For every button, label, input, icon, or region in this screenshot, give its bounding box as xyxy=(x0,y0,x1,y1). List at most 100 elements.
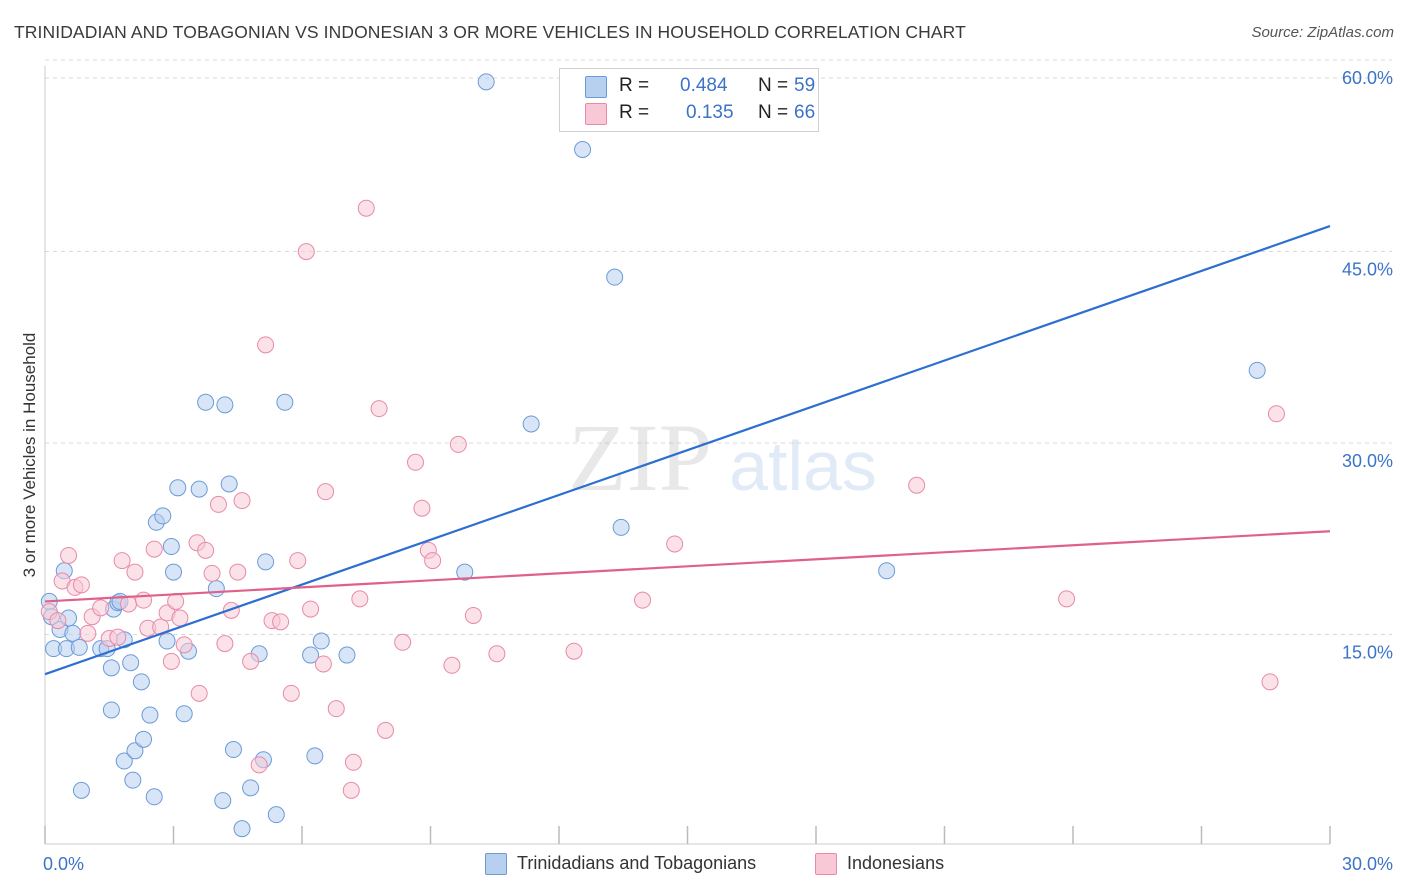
legend-n-value: 66 xyxy=(794,102,816,123)
data-point-pink xyxy=(92,599,110,617)
data-point-pink xyxy=(424,552,442,570)
data-point-pink xyxy=(229,563,247,581)
data-point-blue xyxy=(522,415,540,433)
data-point-pink xyxy=(242,652,260,670)
data-point-blue xyxy=(242,779,260,797)
trend-line-pink xyxy=(44,530,1331,603)
watermark-atlas: atlas xyxy=(729,427,877,505)
data-point-pink xyxy=(109,628,127,646)
data-point-pink xyxy=(394,633,412,651)
data-point-blue xyxy=(145,788,163,806)
data-point-pink xyxy=(126,563,144,581)
data-point-blue xyxy=(190,480,208,498)
watermark: ZIP atlas xyxy=(568,404,877,511)
grid-layer xyxy=(45,59,1392,635)
data-point-pink xyxy=(413,499,431,517)
legend-n-value: 59 xyxy=(794,75,816,96)
legend-n-label: N = xyxy=(758,102,789,123)
data-point-pink xyxy=(1267,405,1285,423)
data-point-blue xyxy=(220,475,238,493)
data-point-pink xyxy=(1261,673,1279,691)
data-point-pink xyxy=(666,535,684,553)
data-point-blue xyxy=(124,771,142,789)
data-point-pink xyxy=(49,612,67,630)
data-point-pink xyxy=(282,684,300,702)
data-point-blue xyxy=(574,140,592,158)
data-point-blue xyxy=(169,479,187,497)
tick-layer: 15.0% 30.0% 45.0% 60.0% 0.0% 30.0% xyxy=(43,68,1393,874)
data-point-blue xyxy=(267,806,285,824)
data-point-blue xyxy=(102,701,120,719)
y-tick-label: 30.0% xyxy=(1342,451,1393,471)
trend-line-blue xyxy=(44,225,1331,676)
data-point-pink xyxy=(79,624,97,642)
data-point-blue xyxy=(175,705,193,723)
data-point-pink xyxy=(162,652,180,670)
legend-swatch-pink xyxy=(585,103,607,125)
data-point-pink xyxy=(327,700,345,718)
data-point-blue xyxy=(122,654,140,672)
data-point-blue xyxy=(70,638,88,656)
data-point-pink xyxy=(908,476,926,494)
data-point-pink xyxy=(634,591,652,609)
data-point-pink xyxy=(443,656,461,674)
trend-layer xyxy=(44,225,1331,676)
data-point-blue xyxy=(477,73,495,91)
data-point-blue xyxy=(306,747,324,765)
data-point-pink xyxy=(289,552,307,570)
axis-layer xyxy=(44,66,1331,845)
data-point-pink xyxy=(250,756,268,774)
data-point-blue xyxy=(141,706,159,724)
legend-n-label: N = xyxy=(758,75,789,96)
bottom-legend-swatch-blue xyxy=(485,853,507,875)
data-point-pink xyxy=(351,590,369,608)
legend-r-label: R = xyxy=(619,75,650,96)
legend-r-value: 0.484 xyxy=(680,75,728,96)
data-point-blue xyxy=(197,393,215,411)
correlation-legend: R = 0.484 N = 59 R = 0.135 N = 66 xyxy=(559,68,819,132)
bottom-legend-label: Indonesians xyxy=(847,853,945,873)
data-point-pink xyxy=(135,591,153,609)
data-point-blue xyxy=(214,792,232,810)
legend-swatch-blue xyxy=(585,76,607,98)
data-point-pink xyxy=(377,721,395,739)
data-point-pink xyxy=(203,564,221,582)
data-point-blue xyxy=(878,562,896,580)
data-point-pink xyxy=(342,781,360,799)
y-tick-label: 60.0% xyxy=(1342,68,1393,88)
data-point-pink xyxy=(302,600,320,618)
data-point-blue xyxy=(162,538,180,556)
data-point-pink xyxy=(145,540,163,558)
data-point-pink xyxy=(1058,590,1076,608)
data-point-blue xyxy=(233,820,251,838)
legend-r-value: 0.135 xyxy=(686,102,734,123)
y-tick-label: 15.0% xyxy=(1342,643,1393,663)
legend-r-label: R = xyxy=(619,102,650,123)
data-point-blue xyxy=(456,563,474,581)
data-point-pink xyxy=(171,609,189,627)
data-point-pink xyxy=(60,546,78,564)
data-point-blue xyxy=(132,673,150,691)
data-point-pink xyxy=(216,635,234,653)
data-point-blue xyxy=(158,632,176,650)
data-point-pink xyxy=(113,552,131,570)
data-point-pink xyxy=(488,645,506,663)
data-point-blue xyxy=(1248,361,1266,379)
data-point-blue xyxy=(216,396,234,414)
data-point-pink xyxy=(175,636,193,654)
data-point-blue xyxy=(165,563,182,581)
data-point-pink xyxy=(370,400,388,418)
data-point-blue xyxy=(612,518,630,536)
x-tick-label: 0.0% xyxy=(43,854,84,874)
data-point-pink xyxy=(272,613,290,631)
data-point-pink xyxy=(209,495,227,513)
data-point-pink xyxy=(197,541,215,559)
data-point-blue xyxy=(276,393,294,411)
chart-title: TRINIDADIAN AND TOBAGONIAN VS INDONESIAN… xyxy=(14,22,966,42)
data-point-blue xyxy=(102,659,120,677)
data-point-blue xyxy=(302,646,320,664)
points-layer xyxy=(40,73,1285,838)
data-point-pink xyxy=(297,243,315,261)
data-point-pink xyxy=(233,492,251,510)
